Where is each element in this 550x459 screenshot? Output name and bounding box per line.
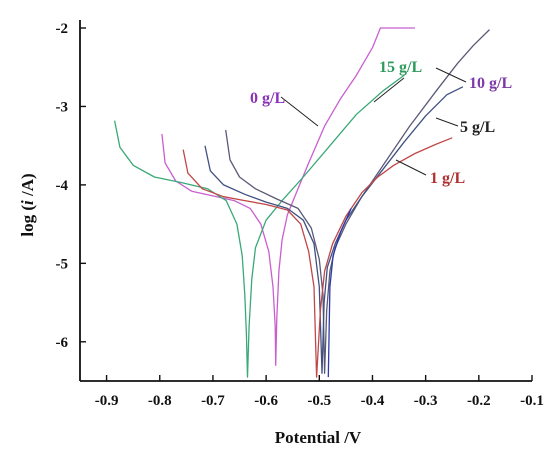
series-line-5-g-l: [204, 86, 464, 374]
label-leader-line: [373, 77, 405, 103]
y-tick-label: -5: [56, 256, 69, 272]
label-leader-line: [435, 67, 467, 83]
x-tick-label: -0.6: [254, 393, 278, 409]
y-axis-title: log (i /A): [18, 173, 37, 236]
x-tick-label: -0.7: [201, 393, 225, 409]
curve-label: 1 g/L: [430, 170, 465, 187]
label-leader-line: [280, 96, 319, 127]
x-tick-label: -0.4: [361, 393, 385, 409]
y-axis-title-suffix: /A): [18, 173, 37, 200]
curve-label: 5 g/L: [460, 119, 495, 136]
x-tick-label: -0.8: [148, 393, 172, 409]
series-line-0-g-l: [161, 27, 415, 366]
series-line-15-g-l: [113, 74, 405, 378]
series-line-1-g-l: [182, 137, 453, 378]
y-axis-title-prefix: log (: [18, 205, 37, 237]
label-leader-line: [395, 159, 427, 176]
x-tick-label: -0.5: [307, 393, 331, 409]
series-line-unlabeled-5: [327, 208, 352, 378]
x-tick-label: -0.3: [414, 393, 438, 409]
plot-area: [113, 27, 490, 378]
x-tick-label: -0.9: [95, 393, 119, 409]
y-tick-label: -2: [56, 21, 69, 37]
series-line-10-g-l: [225, 29, 490, 374]
axes: -0.9 -0.8 -0.7 -0.6 -0.5 -0.4 -0.3 -0.2 -0.1 -2 -3…: [56, 20, 544, 409]
y-tick-label: -4: [56, 178, 69, 194]
curve-labels: 0 g/L 15 g/L 10 g/L 5 g/L 1 g/L: [250, 59, 512, 187]
y-tick-label: -6: [56, 335, 69, 351]
curve-label: 15 g/L: [379, 59, 422, 76]
x-tick-label: -0.1: [520, 393, 544, 409]
label-leader-line: [435, 117, 459, 127]
curve-label: 10 g/L: [469, 75, 512, 92]
curve-label: 0 g/L: [250, 90, 285, 107]
x-tick-label: -0.2: [467, 393, 491, 409]
y-axis-title-symbol: i: [18, 200, 37, 205]
x-axis-title: Potential /V: [275, 428, 362, 447]
y-tick-label: -3: [56, 99, 69, 115]
